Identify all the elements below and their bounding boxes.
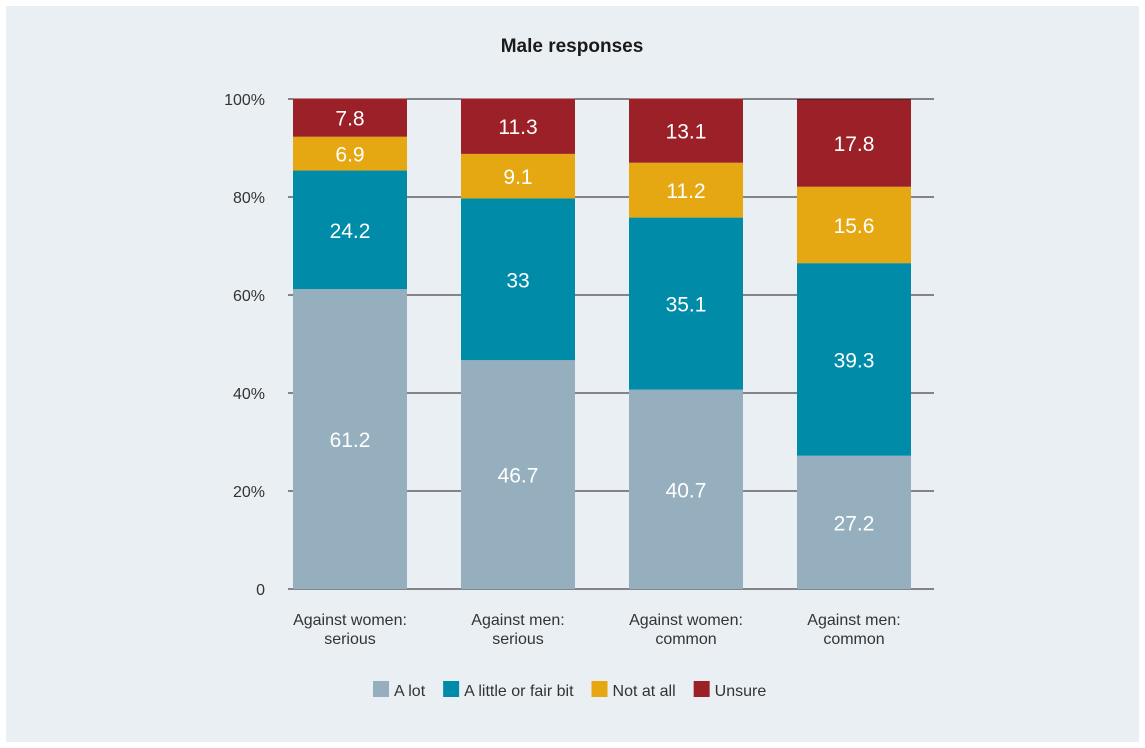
bar-segment bbox=[797, 99, 911, 187]
stacked-bar-chart: Male responses 0 20% 40% 60% 80% 100% 61.2 24.… bbox=[224, 36, 934, 700]
bar-segment bbox=[293, 136, 407, 171]
x-tick-label: Against men: bbox=[807, 612, 900, 629]
data-label: 46.7 bbox=[498, 465, 539, 488]
y-axis: 0 20% 40% 60% 80% 100% bbox=[224, 92, 265, 599]
data-label: 17.8 bbox=[834, 133, 875, 156]
data-label: 61.2 bbox=[330, 429, 371, 452]
data-label: 39.3 bbox=[834, 349, 875, 372]
bar-segment bbox=[629, 98, 743, 163]
legend-swatch bbox=[591, 681, 608, 697]
bar-segment bbox=[293, 289, 407, 589]
x-tick-label: serious bbox=[492, 631, 544, 648]
x-tick-label: common bbox=[823, 631, 884, 648]
data-label: 27.2 bbox=[834, 512, 875, 535]
bar-segment bbox=[797, 263, 911, 456]
chart-title: Male responses bbox=[501, 36, 644, 57]
chart-panel: Male responses 0 20% 40% 60% 80% 100% 61.2 24.… bbox=[6, 6, 1139, 742]
bar-segment bbox=[461, 153, 575, 199]
data-label: 7.8 bbox=[335, 108, 364, 131]
legend-swatch bbox=[693, 681, 710, 697]
x-tick-label: Against women: bbox=[629, 612, 743, 629]
y-tick-label: 40% bbox=[233, 386, 265, 403]
bar-segment bbox=[629, 389, 743, 589]
legend-label: Unsure bbox=[715, 683, 767, 700]
x-axis: Against women: serious Against men: serious… bbox=[293, 612, 901, 648]
y-tick-label: 100% bbox=[224, 92, 265, 109]
data-label: 24.2 bbox=[330, 220, 371, 243]
bar-segment bbox=[797, 455, 911, 589]
data-label: 6.9 bbox=[335, 144, 364, 167]
data-label: 13.1 bbox=[666, 121, 707, 144]
data-label: 33 bbox=[506, 269, 529, 292]
x-tick-label: serious bbox=[324, 631, 376, 648]
data-label: 35.1 bbox=[666, 294, 707, 317]
bar-segment bbox=[797, 186, 911, 264]
y-tick-label: 0 bbox=[256, 582, 265, 599]
legend-label: A little or fair bit bbox=[464, 683, 574, 700]
x-tick-label: common bbox=[655, 631, 716, 648]
data-label: 9.1 bbox=[503, 166, 532, 189]
y-tick-label: 60% bbox=[233, 288, 265, 305]
legend: A lot A little or fair bit Not at all Unsur… bbox=[373, 681, 766, 700]
x-tick-label: Against men: bbox=[471, 612, 564, 629]
x-tick-label: Against women: bbox=[293, 612, 407, 629]
data-label: 11.3 bbox=[498, 116, 537, 139]
data-label: 15.6 bbox=[834, 215, 875, 238]
data-label: 40.7 bbox=[666, 479, 707, 502]
bars: 61.2 24.2 6.9 7.8 46.7 33 9.1 11.3 40.7 35.1 11.2 1… bbox=[293, 98, 911, 589]
legend-label: Not at all bbox=[613, 683, 676, 700]
bar-segment bbox=[461, 198, 575, 361]
data-label: 11.2 bbox=[666, 180, 705, 203]
legend-label: A lot bbox=[394, 683, 426, 700]
legend-swatch bbox=[443, 681, 460, 697]
y-tick-label: 20% bbox=[233, 484, 265, 501]
bar-segment bbox=[461, 98, 575, 154]
bar-segment bbox=[461, 360, 575, 589]
legend-swatch bbox=[373, 681, 389, 697]
bar-segment bbox=[629, 162, 743, 218]
y-tick-label: 80% bbox=[233, 190, 265, 207]
bar-segment bbox=[293, 98, 407, 137]
bar-segment bbox=[293, 170, 407, 290]
bar-segment bbox=[629, 217, 743, 390]
